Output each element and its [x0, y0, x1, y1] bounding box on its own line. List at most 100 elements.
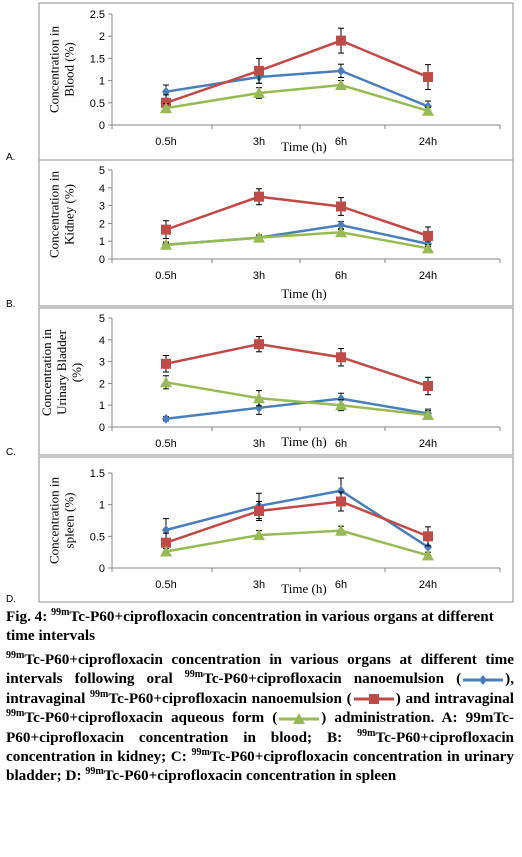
series-line	[165, 195, 429, 238]
y-axis-label: Concentration in Urinary Bladder (%)	[39, 329, 84, 417]
data-point	[423, 381, 433, 392]
figure-charts: 0 0.5 1 1.5 2 2.5 0.5h 3h 6h 24h Time (h) Concentra…	[6, 2, 514, 605]
y-axis-label-line: Kidney (%)	[62, 184, 77, 245]
series-line	[165, 83, 429, 112]
data-point	[254, 339, 264, 350]
y-tick-label: 1	[99, 500, 105, 512]
data-point	[253, 529, 265, 541]
panel-label: C.	[6, 447, 16, 458]
y-tick-label: 3	[99, 357, 105, 369]
y-axis-label-line: Concentration in	[47, 26, 62, 114]
panel-label: A.	[6, 152, 15, 163]
x-tick-label: 3h	[253, 270, 265, 282]
series-nanoemulsion_intravaginal	[161, 491, 433, 553]
data-point	[160, 102, 172, 114]
data-point	[422, 242, 434, 254]
series-line	[165, 529, 429, 557]
data-point	[161, 224, 171, 235]
chart-panel-d: 0 0.5 1 1.5 0.5h 3h 6h 24h Time (h) Concentration…	[6, 456, 514, 605]
x-tick-label: 0.5h	[155, 579, 176, 591]
y-axis-label-line: Blood (%)	[62, 42, 77, 97]
chart-frame	[38, 456, 514, 603]
data-point	[423, 72, 433, 83]
series-aqueous_intravaginal	[160, 524, 434, 561]
data-point	[255, 402, 263, 413]
y-axis-label: Concentration in spleen (%)	[47, 477, 77, 565]
series-nanoemulsion_intravaginal	[161, 336, 433, 396]
data-point	[423, 531, 433, 542]
y-tick-label: 0	[99, 563, 105, 575]
figure-title: Fig. 4: 99mTc-P60+ciprofloxacin concentr…	[6, 607, 494, 645]
data-point	[424, 542, 432, 553]
x-tick-label: 24h	[419, 270, 437, 282]
series-line	[165, 342, 429, 388]
x-tick-label: 3h	[253, 438, 265, 450]
y-tick-label: 0	[99, 254, 105, 266]
series-line	[165, 397, 429, 420]
x-tick-label: 24h	[419, 136, 437, 148]
y-axis-label-line: Concentration in	[47, 477, 62, 565]
data-point	[336, 35, 346, 46]
data-point	[336, 201, 346, 212]
y-tick-label: 1	[99, 76, 105, 88]
data-point	[253, 392, 265, 404]
y-axis-label: Concentration in Kidney (%)	[47, 171, 77, 259]
data-point	[335, 399, 347, 411]
data-point	[337, 393, 345, 404]
legend-sample-intravaginal-nanoemulsion	[352, 693, 396, 705]
chart-panel-b: 0 1 2 3 4 5 0.5h 3h 6h 24h Time (h) Concentration i…	[6, 159, 514, 310]
y-axis-label-line: spleen (%)	[62, 493, 77, 549]
data-point	[160, 238, 172, 250]
series-aqueous_intravaginal	[160, 226, 434, 254]
y-tick-label: 3	[99, 201, 105, 213]
x-axis-label: Time (h)	[281, 434, 326, 449]
y-tick-label: 2.5	[90, 9, 105, 21]
panel-label: D.	[6, 594, 16, 605]
data-point	[337, 485, 345, 496]
data-point	[254, 65, 264, 76]
chart-frame	[38, 159, 514, 307]
series-line	[165, 39, 429, 104]
data-point	[253, 231, 265, 243]
legend-sample-intravaginal-aqueous	[277, 712, 321, 725]
data-point	[253, 87, 265, 99]
chart-frame	[38, 2, 514, 161]
series-line	[165, 500, 429, 544]
series-line	[165, 231, 429, 250]
data-point	[337, 65, 345, 76]
figure-caption: 99mTc-P60+ciprofloxacin concentration in…	[6, 650, 515, 785]
data-point	[254, 506, 264, 516]
x-tick-label: 3h	[253, 136, 265, 148]
data-point	[336, 496, 346, 507]
series-aqueous_intravaginal	[160, 79, 434, 116]
x-tick-label: 24h	[419, 438, 437, 450]
x-tick-label: 0.5h	[155, 438, 176, 450]
data-point	[161, 537, 171, 548]
x-tick-label: 6h	[335, 136, 347, 148]
data-point	[254, 191, 264, 202]
x-tick-label: 6h	[335, 438, 347, 450]
series-line	[165, 69, 429, 108]
chart-panel-a: 0 0.5 1 1.5 2 2.5 0.5h 3h 6h 24h Time (h) Concentra…	[6, 2, 514, 163]
data-point	[422, 104, 434, 116]
data-point	[337, 220, 345, 231]
legend-sample-oral-nanoemulsion	[461, 674, 505, 686]
y-axis-label-line: Concentration in	[39, 329, 54, 417]
x-tick-label: 0.5h	[155, 136, 176, 148]
x-axis-label: Time (h)	[281, 139, 326, 154]
data-point	[422, 549, 434, 561]
legend-marker	[293, 712, 306, 724]
y-tick-label: 1.5	[90, 53, 105, 65]
y-tick-label: 1	[99, 236, 105, 248]
panel-label: B.	[6, 299, 15, 310]
y-axis-label-line: Urinary Bladder	[54, 329, 69, 415]
series-line	[165, 381, 429, 417]
y-tick-label: 5	[99, 313, 105, 325]
y-tick-label: 0	[99, 120, 105, 132]
data-point	[335, 524, 347, 536]
x-tick-label: 3h	[253, 579, 265, 591]
chart-panel-c: 0 1 2 3 4 5 0.5h 3h 6h 24h Time (h) Concentration i…	[6, 307, 514, 458]
data-point	[335, 79, 347, 91]
chart-frame	[38, 307, 514, 456]
y-tick-label: 0	[99, 422, 105, 434]
